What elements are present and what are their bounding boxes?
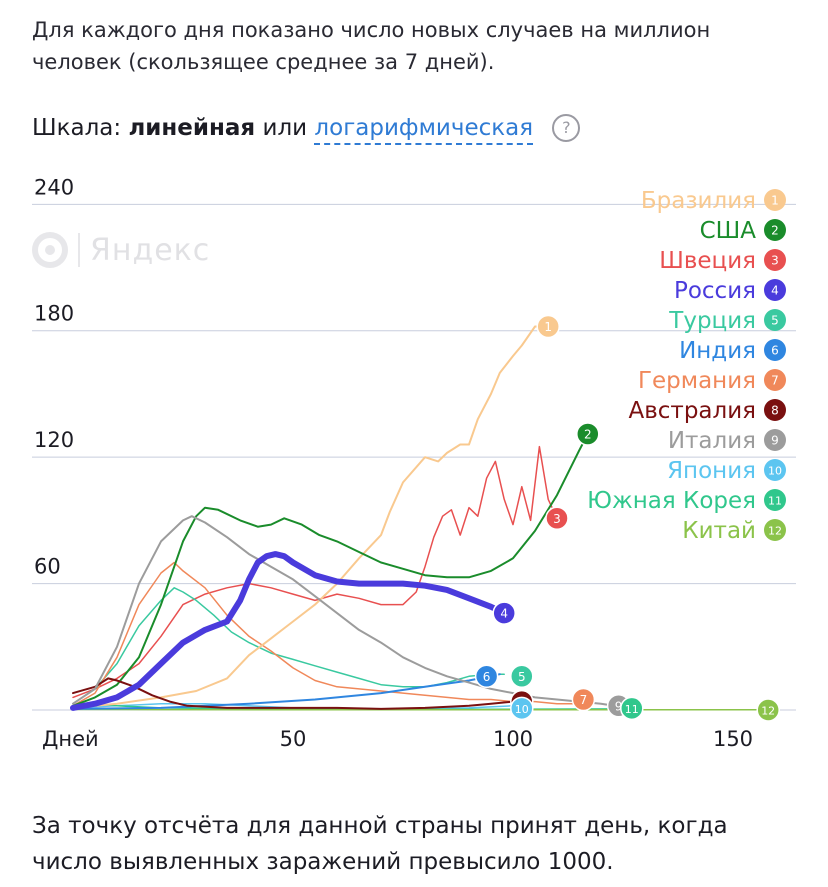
x-axis-label: Дней <box>42 727 99 751</box>
legend-label-3[interactable]: Швеция <box>659 248 756 274</box>
series-line-3[interactable] <box>72 445 558 699</box>
series-line-6[interactable] <box>72 673 501 710</box>
legend-label-1[interactable]: Бразилия <box>641 188 756 214</box>
legend-badge-number: 6 <box>771 344 779 358</box>
legend-badge-number: 10 <box>768 465 782 478</box>
legend-badge-11[interactable] <box>764 489 786 511</box>
end-marker-11[interactable] <box>620 696 644 721</box>
legend-badge-number: 11 <box>768 495 782 508</box>
cases-chart: 60120180240Дней50100150123456789101112Бр… <box>32 175 796 751</box>
end-marker-7[interactable] <box>571 687 596 712</box>
end-marker-label: 11 <box>625 703 639 716</box>
footer-note: За точку отсчёта для данной страны приня… <box>32 813 728 875</box>
end-marker-label: 9 <box>615 699 623 713</box>
legend-label-2[interactable]: США <box>700 218 757 244</box>
end-marker-12[interactable] <box>756 698 780 722</box>
legend-badge-4[interactable] <box>764 279 786 301</box>
legend-badge-6[interactable] <box>764 339 786 361</box>
legend-badge-3[interactable] <box>764 249 786 271</box>
legend-label-5[interactable]: Турция <box>668 308 756 334</box>
y-tick-label: 60 <box>34 555 61 579</box>
legend-badge-7[interactable] <box>764 369 786 391</box>
legend-badge-10[interactable] <box>764 459 786 481</box>
end-marker-label: 7 <box>580 693 588 707</box>
legend-badge-8[interactable] <box>764 399 786 421</box>
legend-badge-number: 12 <box>768 525 782 538</box>
legend-label-9[interactable]: Италия <box>668 428 756 454</box>
scale-switcher: Шкала: линейная или логарифмическая ? <box>32 114 581 145</box>
legend-label-6[interactable]: Индия <box>679 338 756 364</box>
end-marker-label: 3 <box>553 512 561 526</box>
legend-badge-number: 8 <box>771 404 779 418</box>
yandex-logo: Яндекс <box>32 232 210 268</box>
end-marker-10[interactable] <box>510 696 534 721</box>
end-marker-label: 1 <box>544 320 552 334</box>
end-marker-5[interactable] <box>510 664 534 689</box>
series-line-7[interactable] <box>72 561 580 707</box>
legend-label-4[interactable]: Россия <box>674 278 756 304</box>
end-marker-label: 4 <box>500 607 508 621</box>
end-marker-6[interactable] <box>474 664 499 689</box>
legend-label-7[interactable]: Германия <box>638 368 756 394</box>
legend-badge-2[interactable] <box>764 219 786 241</box>
yandex-logo-text: Яндекс <box>90 232 211 268</box>
legend-badge-number: 4 <box>771 284 779 298</box>
scale-log-option[interactable]: логарифмическая <box>314 115 534 145</box>
legend-badge-12[interactable] <box>764 519 786 541</box>
end-marker-label: 5 <box>518 670 526 684</box>
legend-badge-9[interactable] <box>764 429 786 451</box>
legend-badge-number: 1 <box>771 194 779 208</box>
end-marker-2[interactable] <box>576 422 600 446</box>
legend-label-11[interactable]: Южная Корея <box>587 488 756 514</box>
end-marker-label: 2 <box>584 427 592 441</box>
end-marker-3[interactable] <box>545 506 569 531</box>
y-tick-label: 180 <box>34 302 74 326</box>
legend-badge-1[interactable] <box>764 189 786 211</box>
series-line-4[interactable] <box>70 551 508 711</box>
y-tick-label: 120 <box>34 428 74 452</box>
legend-badge-5[interactable] <box>764 309 786 331</box>
scale-label: Шкала: <box>32 115 122 141</box>
series-line-2[interactable] <box>72 433 589 707</box>
legend-badge-number: 9 <box>771 434 779 448</box>
legend-label-12[interactable]: Китай <box>682 518 756 544</box>
y-tick-label: 240 <box>34 175 74 199</box>
series-line-8[interactable] <box>72 677 523 710</box>
end-marker-1[interactable] <box>536 314 560 339</box>
series-line-1[interactable] <box>72 325 550 709</box>
x-tick-label: 150 <box>713 727 753 751</box>
help-icon[interactable]: ? <box>552 114 581 142</box>
legend-badge-number: 7 <box>771 374 779 388</box>
yandex-logo-icon <box>32 232 68 268</box>
x-tick-label: 100 <box>493 727 533 751</box>
intro-text: Для каждого дня показано число новых слу… <box>32 18 711 74</box>
legend-label-10[interactable]: Япония <box>667 458 756 484</box>
end-marker-4[interactable] <box>492 601 516 625</box>
scale-or-text: или <box>262 115 308 141</box>
legend-badge-number: 2 <box>771 224 779 238</box>
end-marker-label: 6 <box>483 670 491 684</box>
legend-badge-number: 5 <box>771 314 779 328</box>
legend-label-8[interactable]: Австралия <box>628 398 756 424</box>
end-marker-label: 12 <box>761 705 775 718</box>
scale-linear-option[interactable]: линейная <box>128 115 256 141</box>
legend-badge-number: 3 <box>771 254 779 268</box>
x-tick-label: 50 <box>280 727 307 751</box>
end-marker-label: 10 <box>515 703 529 716</box>
